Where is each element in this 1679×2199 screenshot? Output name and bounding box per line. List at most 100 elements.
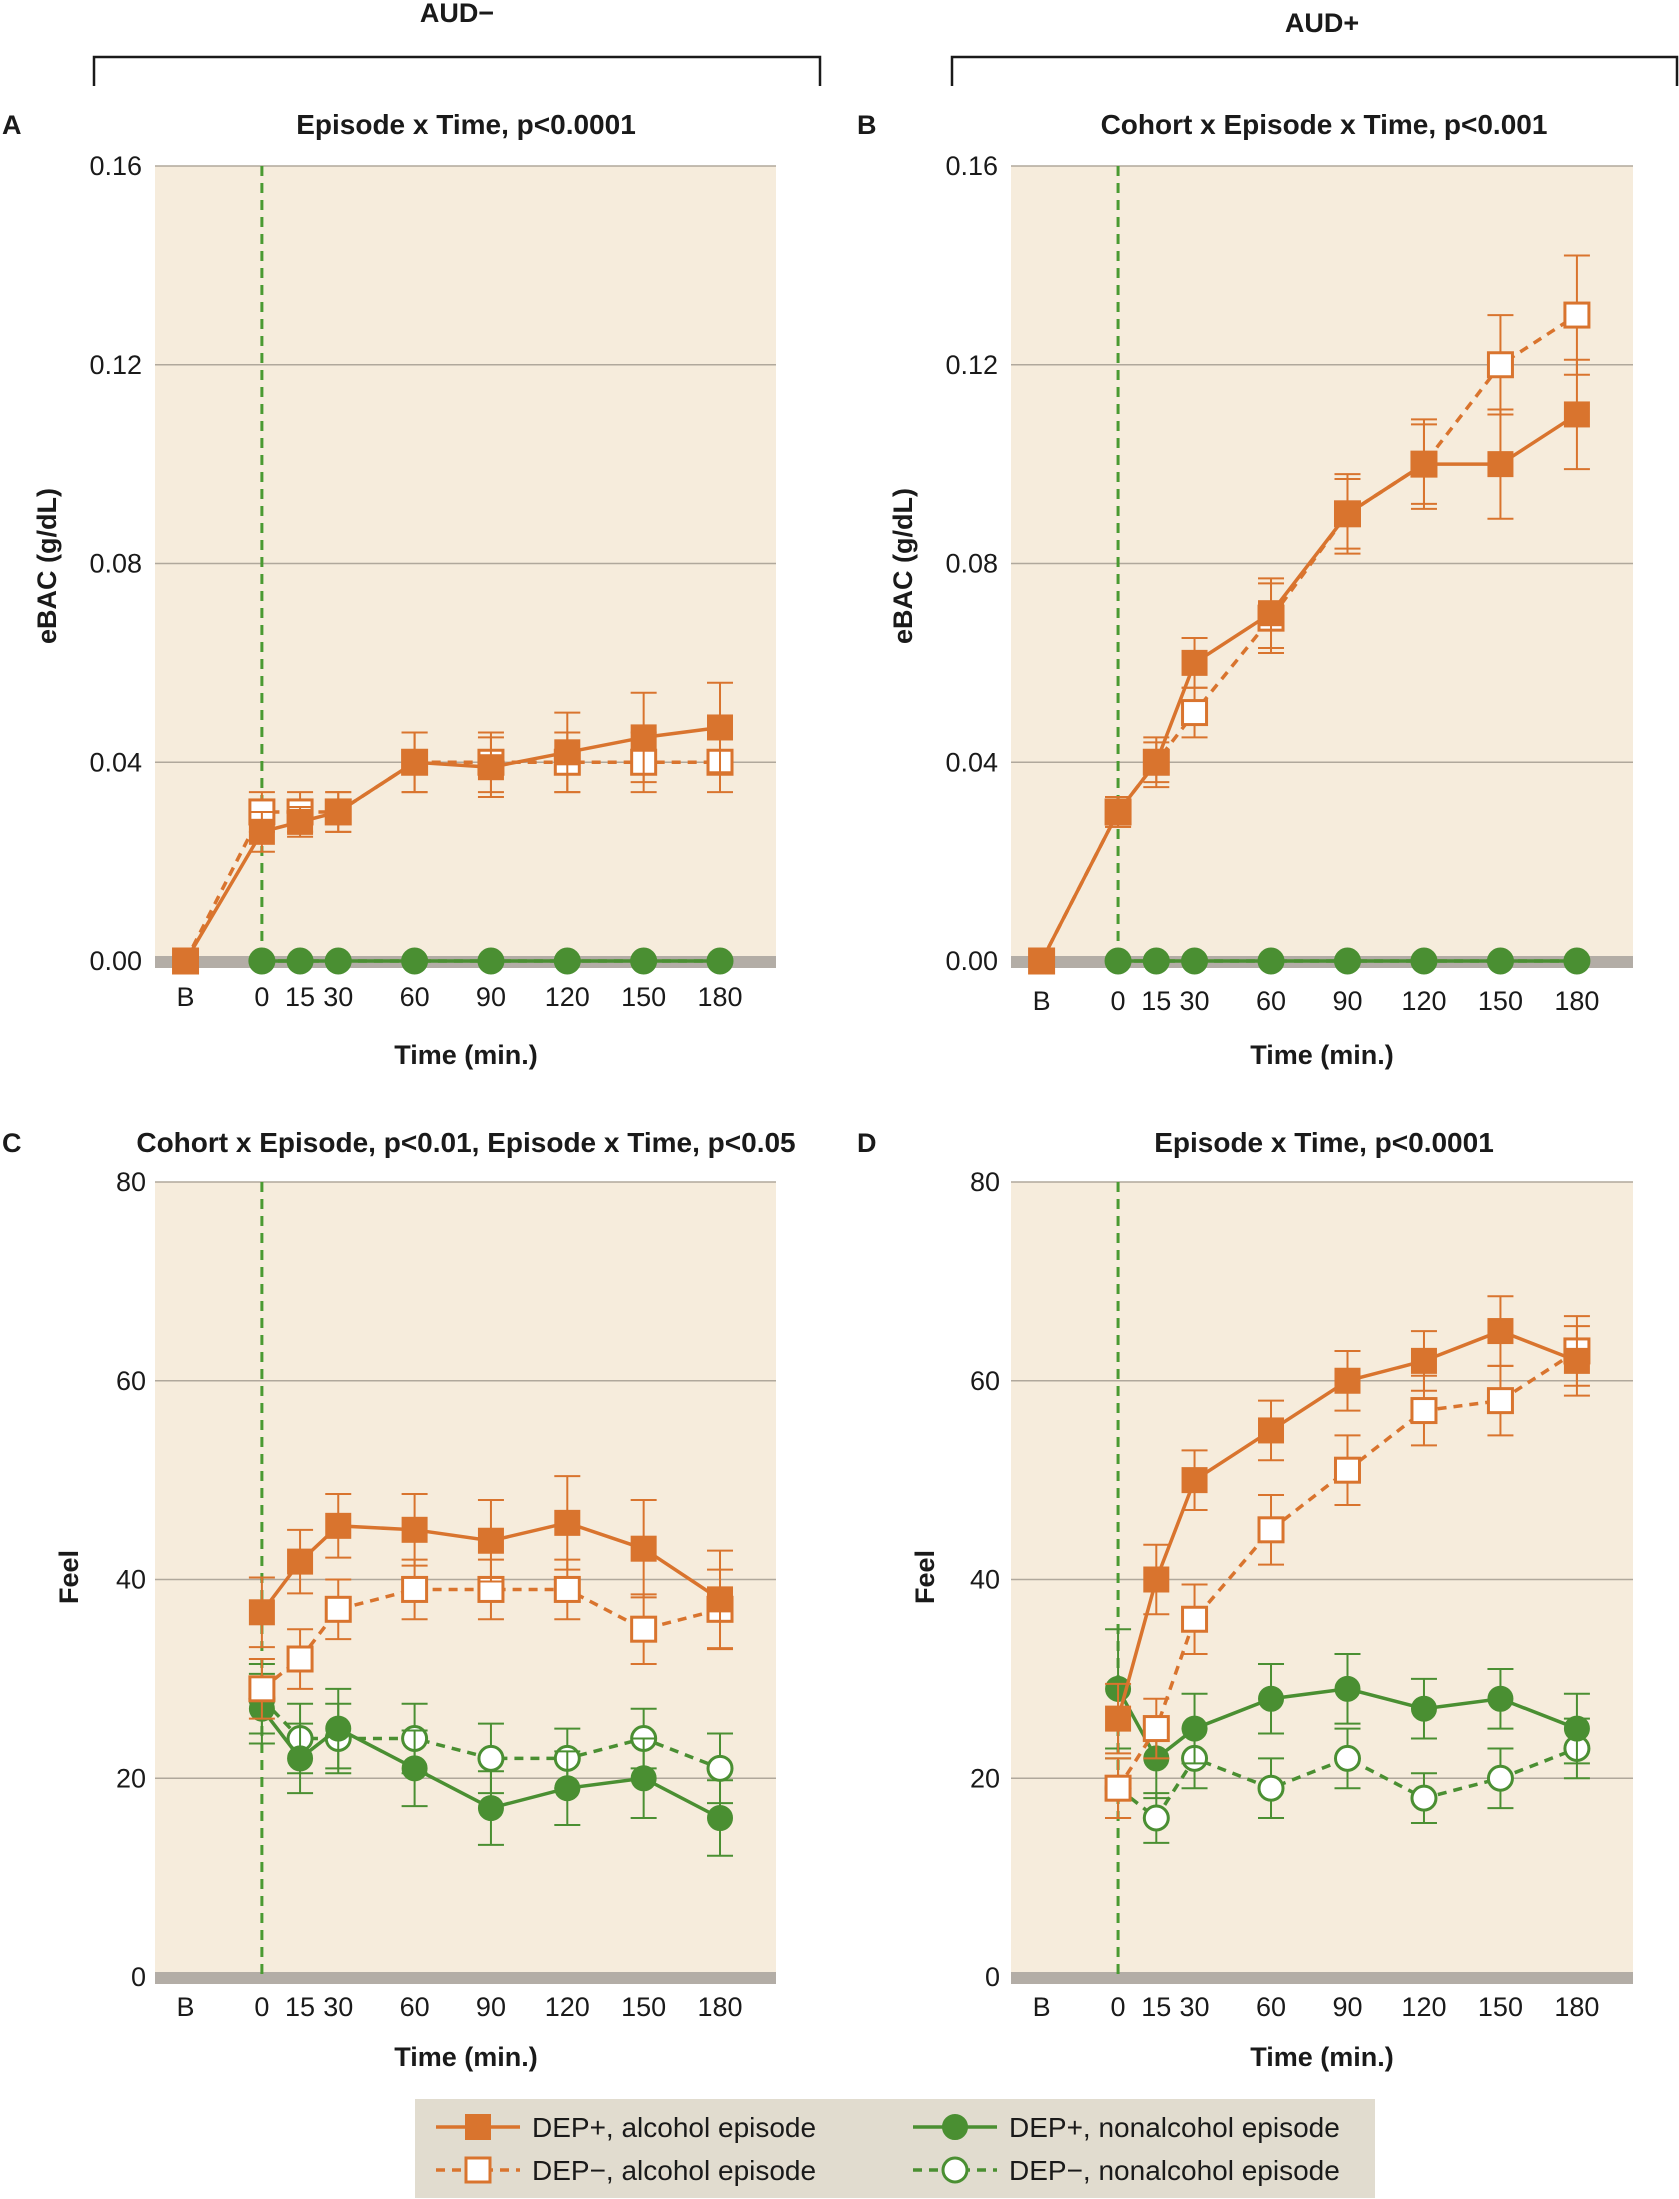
y-axis-label: Feel <box>910 1550 940 1604</box>
x-tick-label: B <box>1033 986 1051 1016</box>
data-point <box>707 948 734 974</box>
data-point <box>172 948 199 974</box>
data-point <box>1410 1695 1437 1722</box>
data-point <box>287 1745 314 1772</box>
data-point <box>1105 798 1132 825</box>
y-tick-label: 80 <box>116 1167 146 1197</box>
data-point <box>1563 301 1591 329</box>
y-tick-label: 0.08 <box>89 549 142 579</box>
legend-entry-dep-minus-alcohol: DEP−, alcohol episode <box>436 2155 816 2186</box>
x-tick-label: 0 <box>1111 986 1126 1016</box>
data-point <box>1104 1774 1132 1802</box>
y-tick-label: 0 <box>131 1962 146 1992</box>
x-tick-label: 90 <box>1332 986 1362 1016</box>
data-point <box>1181 1467 1208 1494</box>
data-point <box>706 1754 734 1782</box>
legend-marker <box>942 2114 968 2140</box>
data-point <box>286 1645 314 1673</box>
data-point <box>477 1795 504 1822</box>
panel-b: 0.000.040.080.120.16B 0 15 30 60 90 120 150 180 … <box>857 109 1633 1070</box>
x-tick-label: 15 <box>1141 986 1171 1016</box>
data-point <box>1181 699 1209 727</box>
legend-label: DEP+, alcohol episode <box>532 2112 816 2143</box>
data-point <box>630 1615 658 1643</box>
data-point <box>477 1527 504 1554</box>
x-tick-label: 15 <box>285 1992 315 2022</box>
data-point <box>1334 500 1361 527</box>
legend: DEP+, alcohol episode DEP−, alcohol epis… <box>415 2099 1375 2198</box>
legend-symbol <box>436 2156 520 2184</box>
data-point <box>325 798 352 825</box>
y-tick-label: 0.12 <box>89 350 142 380</box>
baseline-band <box>155 1972 776 1984</box>
x-tick-label: 150 <box>621 982 666 1012</box>
data-point <box>1181 649 1208 676</box>
x-axis-label: Time (min.) <box>1250 2042 1394 2072</box>
x-tick-label: 30 <box>323 982 353 1012</box>
data-point <box>1181 948 1208 974</box>
baseline-band <box>1011 1972 1633 1984</box>
x-tick-label: 60 <box>1256 986 1286 1016</box>
series-dep−-alcohol-episode <box>1104 1315 1591 1819</box>
data-point <box>554 948 581 974</box>
plot-area: 0 20 40 60 80 B 0 15 30 60 90 120 150 180 <box>116 1167 776 2022</box>
data-point <box>1410 1397 1438 1425</box>
data-point <box>630 1765 657 1792</box>
plot-area: 0 20 40 60 80 B 0 15 30 60 90 120 150 180 <box>970 1167 1633 2022</box>
legend-symbol <box>436 2114 520 2140</box>
data-point <box>401 749 428 776</box>
x-tick-label: 30 <box>1180 1992 1210 2022</box>
data-point <box>1487 451 1514 478</box>
data-point <box>1487 1318 1514 1345</box>
legend-entry-dep-plus-nonalcohol: DEP+, nonalcohol episode <box>913 2112 1340 2143</box>
y-tick-label: 0.12 <box>945 350 998 380</box>
data-point <box>1142 1804 1170 1832</box>
legend-label: DEP+, nonalcohol episode <box>1009 2112 1340 2143</box>
x-tick-label: 120 <box>1401 1992 1446 2022</box>
y-tick-label: 0.08 <box>945 549 998 579</box>
legend-symbol <box>913 2114 997 2140</box>
data-point <box>325 1512 352 1539</box>
legend-label: DEP−, alcohol episode <box>532 2155 816 2186</box>
chart-title: Cohort x Episode x Time, p<0.001 <box>1101 109 1548 140</box>
data-point <box>1563 1715 1590 1742</box>
x-axis-label: Time (min.) <box>394 2042 538 2072</box>
y-tick-label: 0 <box>985 1962 1000 1992</box>
y-axis-label: eBAC (g/dL) <box>888 488 918 644</box>
x-tick-label: B <box>177 982 195 1012</box>
series-dep+-alcohol-episode <box>1028 358 1590 974</box>
data-point <box>1333 1744 1361 1772</box>
data-point <box>1410 948 1437 974</box>
x-tick-label: 60 <box>1256 1992 1286 2022</box>
x-tick-label: 15 <box>285 982 315 1012</box>
data-point <box>477 948 504 974</box>
panel-label: C <box>2 1128 22 1158</box>
legend-symbol <box>913 2156 997 2184</box>
data-point <box>477 754 504 781</box>
data-point <box>554 1775 581 1802</box>
data-point <box>1105 1705 1132 1732</box>
legend-label: DEP−, nonalcohol episode <box>1009 2155 1340 2186</box>
panel-a: 0.000.040.080.120.16B 0 15 30 60 90 120 150 180 … <box>2 109 776 1070</box>
y-axis-label: eBAC (g/dL) <box>32 488 62 644</box>
data-point <box>401 1575 429 1603</box>
data-point <box>1487 948 1514 974</box>
panel-label: A <box>2 110 22 140</box>
data-point <box>325 1715 352 1742</box>
data-point <box>477 1744 505 1772</box>
x-tick-label: 60 <box>400 1992 430 2022</box>
data-point <box>1563 401 1590 428</box>
chart-title: Cohort x Episode, p<0.01, Episode x Time… <box>136 1127 795 1158</box>
data-point <box>554 1509 581 1536</box>
legend-entry-dep-plus-alcohol: DEP+, alcohol episode <box>436 2112 816 2143</box>
y-tick-label: 20 <box>970 1763 1000 1793</box>
x-tick-label: 150 <box>1478 986 1523 1016</box>
data-point <box>1257 1774 1285 1802</box>
data-point <box>1258 948 1285 974</box>
plot-area: 0.00 0.04 0.08 0.12 0.16 B 0 15 30 60 90 120 150 180 <box>89 151 776 1012</box>
x-tick-label: 120 <box>545 982 590 1012</box>
data-point <box>1410 1347 1437 1374</box>
data-point <box>1105 948 1132 974</box>
y-tick-label: 0.00 <box>89 946 142 976</box>
panel-c: 0 20 40 60 80 B 0 15 30 60 90 120 150 180 C Cohort x … <box>2 1127 796 2072</box>
